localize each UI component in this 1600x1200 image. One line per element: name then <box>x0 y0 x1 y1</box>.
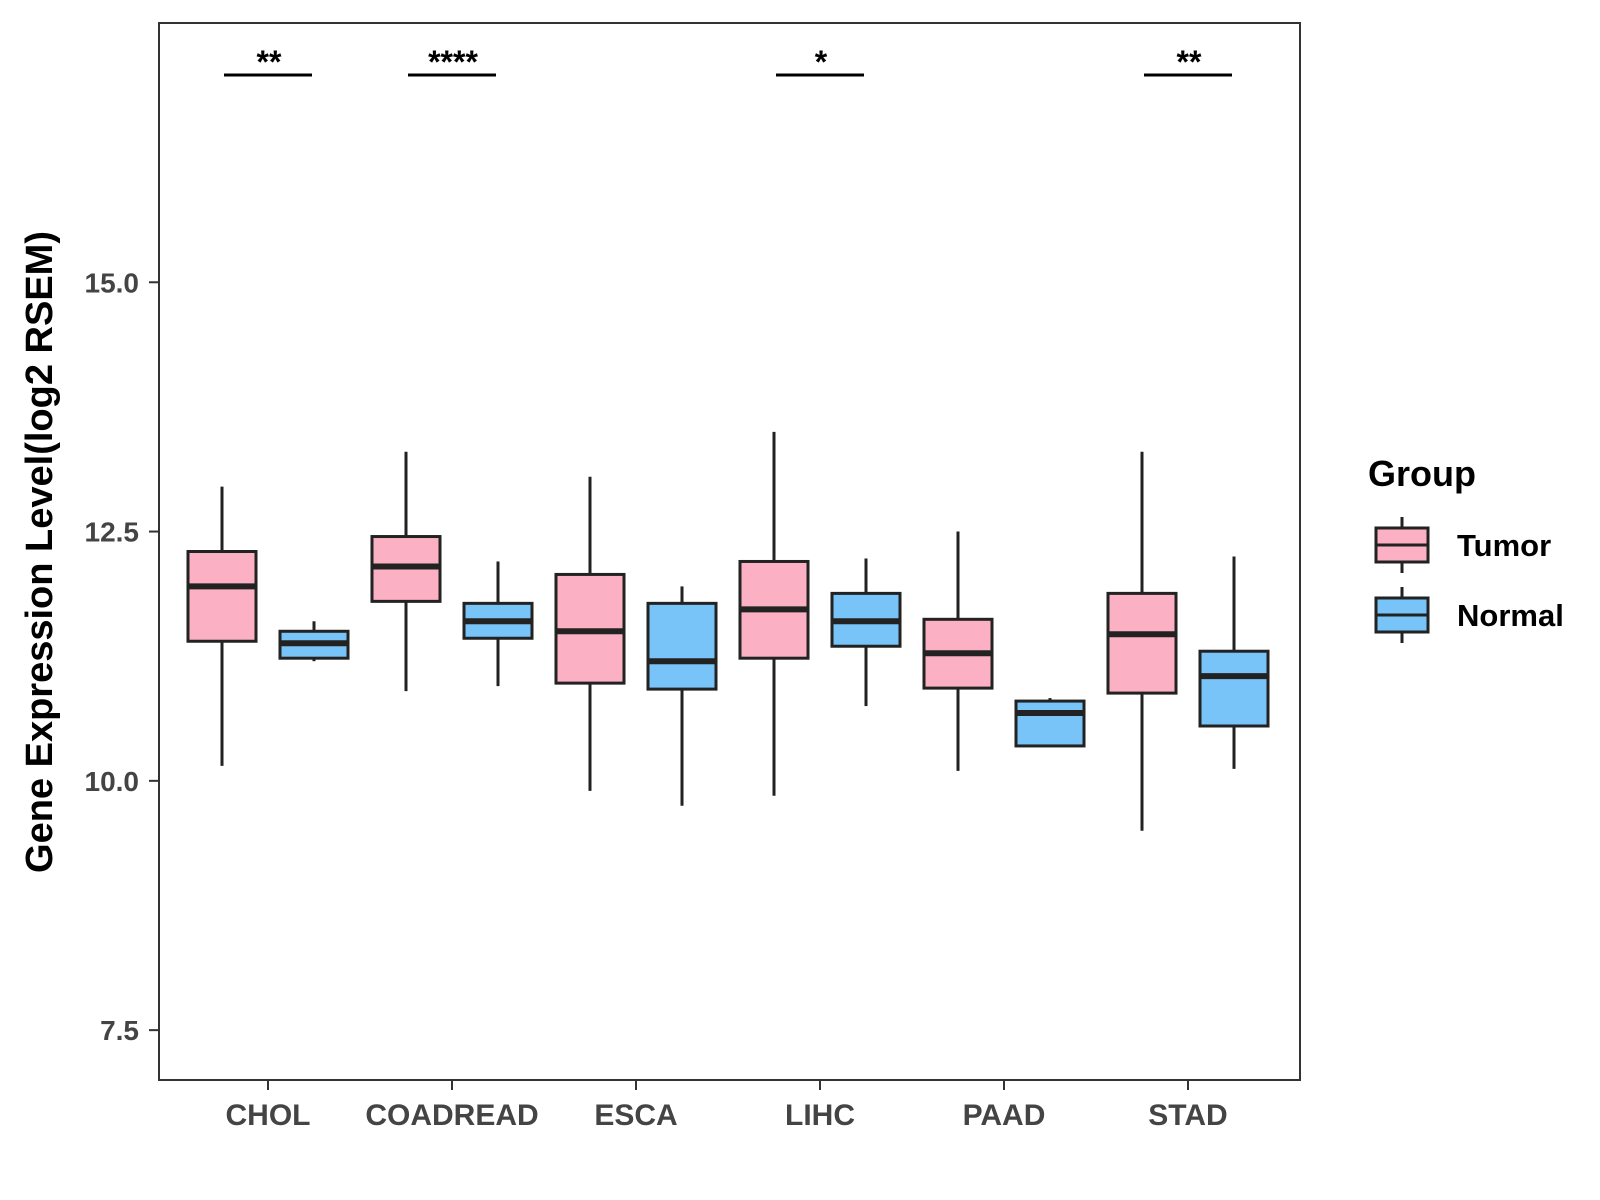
legend-items: Tumor Normal <box>1374 517 1564 643</box>
panel-border <box>158 22 1301 1081</box>
box-normal-paad <box>1014 698 1086 748</box>
sig-label: * <box>815 44 828 80</box>
box-normal-stad <box>1198 556 1270 769</box>
box-iqr <box>1198 649 1270 728</box>
sig-lihc: * <box>776 44 864 80</box>
box-normal-coadread <box>462 561 534 687</box>
legend-title: Group <box>1368 453 1476 494</box>
sig-label: ** <box>1177 44 1202 80</box>
box-iqr <box>646 601 718 691</box>
legend-label: Tumor <box>1457 528 1551 563</box>
box-normal-esca <box>646 586 718 806</box>
x-tick-label: PAAD <box>963 1099 1046 1132</box>
box-tumor-coadread <box>370 451 442 692</box>
x-tick-label: LIHC <box>785 1099 855 1132</box>
y-axis-title: Gene Expression Level(log2 RSEM) <box>19 231 61 873</box>
legend-label: Normal <box>1457 598 1564 633</box>
x-axis: CHOL COADREAD ESCA LIHC PAAD STAD <box>226 1080 1228 1132</box>
y-axis: 7.5 10.0 12.5 15.0 <box>85 267 159 1046</box>
significance-layer: ** **** * ** <box>224 44 1232 80</box>
boxes-layer <box>186 431 1270 831</box>
legend: Group Tumor Normal <box>1368 453 1564 643</box>
y-tick-label: 10.0 <box>85 766 140 797</box>
sig-chol: ** <box>224 44 312 80</box>
box-normal-lihc <box>830 558 902 707</box>
x-tick-label: CHOL <box>226 1099 311 1132</box>
box-iqr <box>186 550 258 643</box>
y-tick-label: 12.5 <box>85 517 140 548</box>
x-tick-label: ESCA <box>594 1099 677 1132</box>
y-tick-label: 7.5 <box>100 1015 139 1046</box>
sig-label: ** <box>257 44 282 80</box>
plot-area: ** **** * ** <box>158 22 1301 1081</box>
legend-item-tumor: Tumor <box>1374 517 1551 573</box>
y-tick-label: 15.0 <box>85 267 140 298</box>
box-iqr <box>1014 699 1086 748</box>
box-tumor-chol <box>186 486 258 766</box>
x-tick-label: STAD <box>1148 1099 1227 1132</box>
box-tumor-paad <box>922 531 994 771</box>
sig-stad: ** <box>1144 44 1232 80</box>
sig-coadread: **** <box>408 44 496 80</box>
box-tumor-stad <box>1106 451 1178 831</box>
x-tick-label: COADREAD <box>365 1099 538 1132</box>
box-tumor-lihc <box>738 431 810 796</box>
box-iqr <box>1106 591 1178 695</box>
box-normal-chol <box>278 621 350 662</box>
box-tumor-esca <box>554 476 626 791</box>
sig-label: **** <box>428 44 478 80</box>
legend-item-normal: Normal <box>1374 587 1564 643</box>
